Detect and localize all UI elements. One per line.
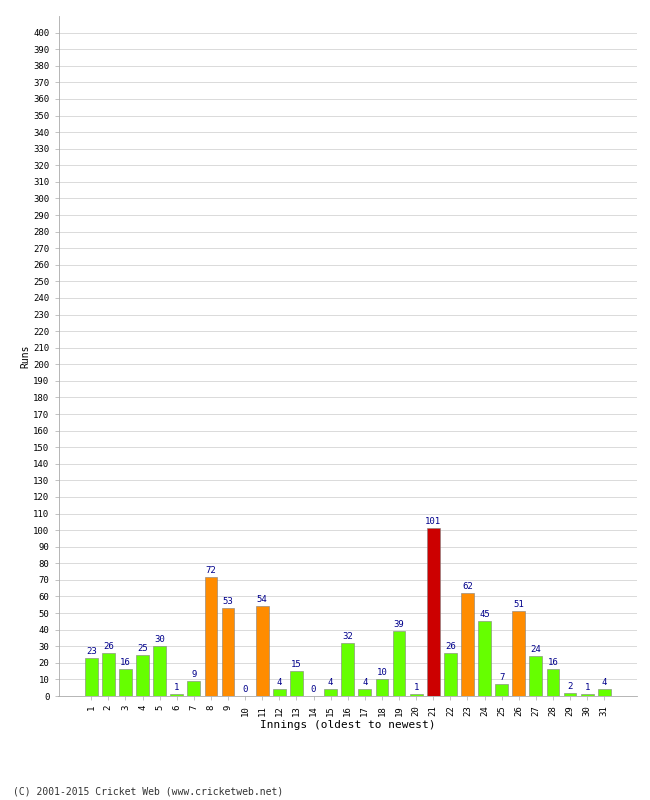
Bar <box>324 690 337 696</box>
Text: 30: 30 <box>154 635 165 644</box>
Bar <box>547 670 560 696</box>
Text: 10: 10 <box>376 669 387 678</box>
Text: 26: 26 <box>445 642 456 651</box>
Bar <box>410 694 422 696</box>
Text: 7: 7 <box>499 674 504 682</box>
Text: 4: 4 <box>328 678 333 687</box>
X-axis label: Innings (oldest to newest): Innings (oldest to newest) <box>260 720 436 730</box>
Text: 32: 32 <box>343 632 353 641</box>
Bar <box>136 654 149 696</box>
Bar <box>530 656 542 696</box>
Bar <box>119 670 132 696</box>
Bar <box>341 643 354 696</box>
Text: 1: 1 <box>413 683 419 692</box>
Bar <box>444 653 457 696</box>
Text: 25: 25 <box>137 643 148 653</box>
Text: 72: 72 <box>205 566 216 574</box>
Text: 16: 16 <box>547 658 558 667</box>
Bar <box>580 694 593 696</box>
Bar <box>205 577 217 696</box>
Text: 26: 26 <box>103 642 114 651</box>
Bar <box>222 608 235 696</box>
Bar <box>273 690 286 696</box>
Bar <box>461 593 474 696</box>
Bar <box>153 646 166 696</box>
Y-axis label: Runs: Runs <box>21 344 31 368</box>
Text: 24: 24 <box>530 646 541 654</box>
Text: 4: 4 <box>362 678 367 687</box>
Bar <box>598 690 611 696</box>
Text: 4: 4 <box>602 678 607 687</box>
Text: 0: 0 <box>242 685 248 694</box>
Bar <box>427 529 439 696</box>
Text: 53: 53 <box>223 597 233 606</box>
Text: 23: 23 <box>86 647 97 656</box>
Bar <box>495 684 508 696</box>
Text: 2: 2 <box>567 682 573 690</box>
Bar <box>376 679 388 696</box>
Bar <box>290 671 303 696</box>
Text: 0: 0 <box>311 685 317 694</box>
Text: 45: 45 <box>479 610 490 619</box>
Bar <box>84 658 98 696</box>
Text: 39: 39 <box>394 620 404 630</box>
Bar <box>564 693 577 696</box>
Text: 16: 16 <box>120 658 131 667</box>
Bar <box>393 631 406 696</box>
Bar <box>512 611 525 696</box>
Text: 15: 15 <box>291 660 302 669</box>
Text: 9: 9 <box>191 670 196 679</box>
Text: 62: 62 <box>462 582 473 591</box>
Bar <box>256 606 268 696</box>
Text: 4: 4 <box>277 678 282 687</box>
Text: 51: 51 <box>514 601 524 610</box>
Bar <box>478 622 491 696</box>
Bar <box>102 653 115 696</box>
Bar <box>187 681 200 696</box>
Text: 1: 1 <box>584 683 590 692</box>
Text: 1: 1 <box>174 683 179 692</box>
Bar <box>170 694 183 696</box>
Text: 54: 54 <box>257 595 268 605</box>
Text: 101: 101 <box>425 518 441 526</box>
Text: (C) 2001-2015 Cricket Web (www.cricketweb.net): (C) 2001-2015 Cricket Web (www.cricketwe… <box>13 786 283 796</box>
Bar <box>358 690 371 696</box>
